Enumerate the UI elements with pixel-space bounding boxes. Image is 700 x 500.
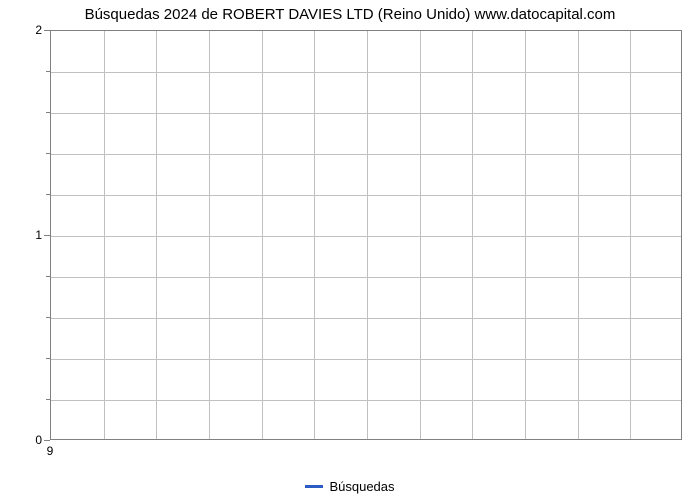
gridline-horizontal	[51, 400, 681, 401]
y-axis-minor-tick	[46, 153, 50, 154]
gridline-horizontal	[51, 72, 681, 73]
y-axis-minor-tick	[46, 358, 50, 359]
legend-swatch	[305, 485, 323, 488]
y-axis-minor-tick	[46, 112, 50, 113]
gridline-vertical	[578, 31, 579, 439]
gridline-vertical	[367, 31, 368, 439]
y-axis-minor-tick	[46, 71, 50, 72]
plot-area	[50, 30, 682, 440]
y-axis-minor-tick	[46, 317, 50, 318]
legend-label: Búsquedas	[329, 479, 394, 494]
chart-title: Búsquedas 2024 de ROBERT DAVIES LTD (Rei…	[0, 6, 700, 23]
y-axis-tick-label: 2	[12, 23, 42, 37]
gridline-vertical	[104, 31, 105, 439]
gridline-vertical	[420, 31, 421, 439]
gridline-vertical	[314, 31, 315, 439]
gridline-vertical	[630, 31, 631, 439]
chart-container: Búsquedas 2024 de ROBERT DAVIES LTD (Rei…	[0, 0, 700, 500]
x-axis-tick-label: 9	[47, 444, 54, 458]
y-axis-major-tick	[44, 30, 50, 31]
y-axis-major-tick	[44, 440, 50, 441]
gridline-vertical	[209, 31, 210, 439]
gridline-vertical	[262, 31, 263, 439]
y-axis-tick-label: 1	[12, 228, 42, 242]
y-axis-minor-tick	[46, 276, 50, 277]
gridline-horizontal	[51, 154, 681, 155]
y-axis-minor-tick	[46, 194, 50, 195]
gridline-horizontal	[51, 277, 681, 278]
gridline-horizontal	[51, 359, 681, 360]
gridline-vertical	[472, 31, 473, 439]
y-axis-minor-tick	[46, 399, 50, 400]
gridline-horizontal	[51, 195, 681, 196]
gridline-vertical	[156, 31, 157, 439]
gridline-vertical	[525, 31, 526, 439]
gridline-horizontal	[51, 318, 681, 319]
y-axis-tick-label: 0	[12, 433, 42, 447]
gridline-horizontal	[51, 236, 681, 237]
gridline-horizontal	[51, 113, 681, 114]
chart-legend: Búsquedas	[0, 478, 700, 494]
y-axis-major-tick	[44, 235, 50, 236]
